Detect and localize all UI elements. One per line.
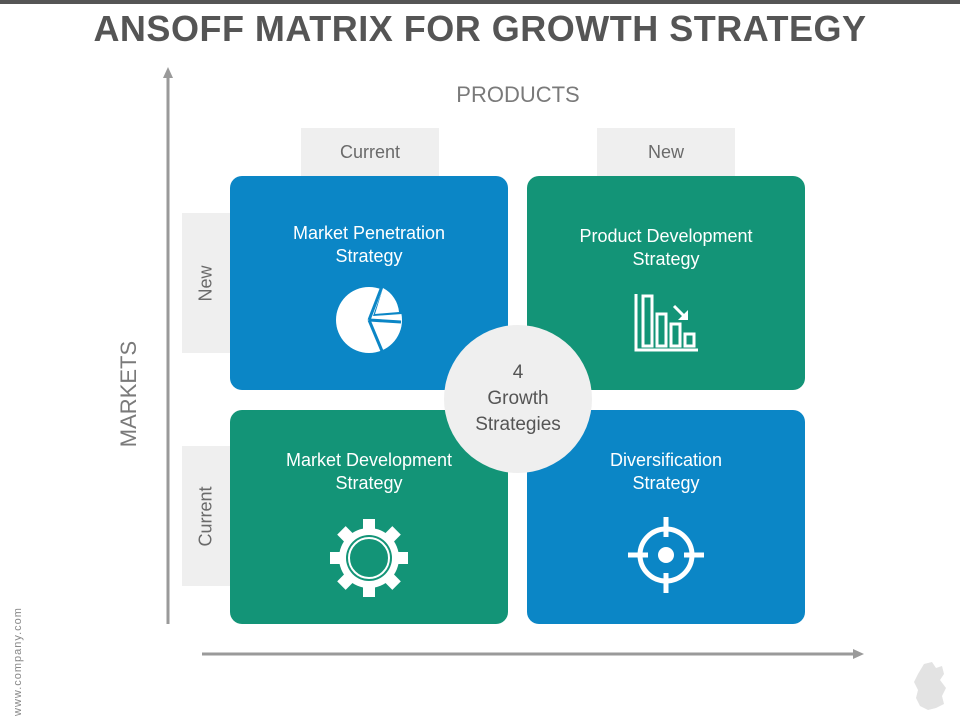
quadrant-product-development: Product Development Strategy bbox=[527, 176, 805, 390]
products-new-label: New bbox=[647, 141, 684, 162]
products-current-label: Current bbox=[339, 141, 401, 162]
markets-axis-label: MARKETS bbox=[116, 340, 141, 448]
bar-chart-icon bbox=[634, 294, 698, 352]
center-text: 4 Growth Strategies bbox=[475, 362, 561, 435]
logo-placeholder-icon bbox=[914, 662, 946, 710]
products-new-tab: New bbox=[597, 128, 735, 176]
center-growth-circle: 4 Growth Strategies bbox=[444, 325, 592, 473]
pie-chart-icon bbox=[336, 287, 402, 353]
website-watermark: www.company.com bbox=[12, 607, 24, 716]
markets-new-tab: New bbox=[182, 213, 230, 353]
quadrant-market-penetration: Market Penetration Strategy bbox=[230, 176, 508, 390]
products-axis-label: PRODUCTS bbox=[456, 82, 580, 107]
horizontal-axis-arrow bbox=[202, 649, 864, 659]
quadrant-title: Market Penetration Strategy bbox=[292, 223, 446, 266]
products-current-tab: Current bbox=[301, 128, 439, 176]
gear-icon bbox=[330, 519, 408, 597]
slide-title: ANSOFF MATRIX FOR GROWTH STRATEGY bbox=[93, 8, 867, 49]
markets-current-label: Current bbox=[195, 485, 216, 547]
top-bar bbox=[0, 0, 960, 4]
markets-current-tab: Current bbox=[182, 446, 230, 586]
quadrant-title: Market Development Strategy bbox=[285, 450, 453, 493]
markets-new-label: New bbox=[195, 264, 216, 302]
quadrant-title: Product Development Strategy bbox=[579, 226, 753, 269]
target-icon bbox=[628, 517, 704, 593]
quadrant-title: Diversification Strategy bbox=[609, 450, 723, 493]
vertical-axis-arrow bbox=[163, 67, 173, 624]
